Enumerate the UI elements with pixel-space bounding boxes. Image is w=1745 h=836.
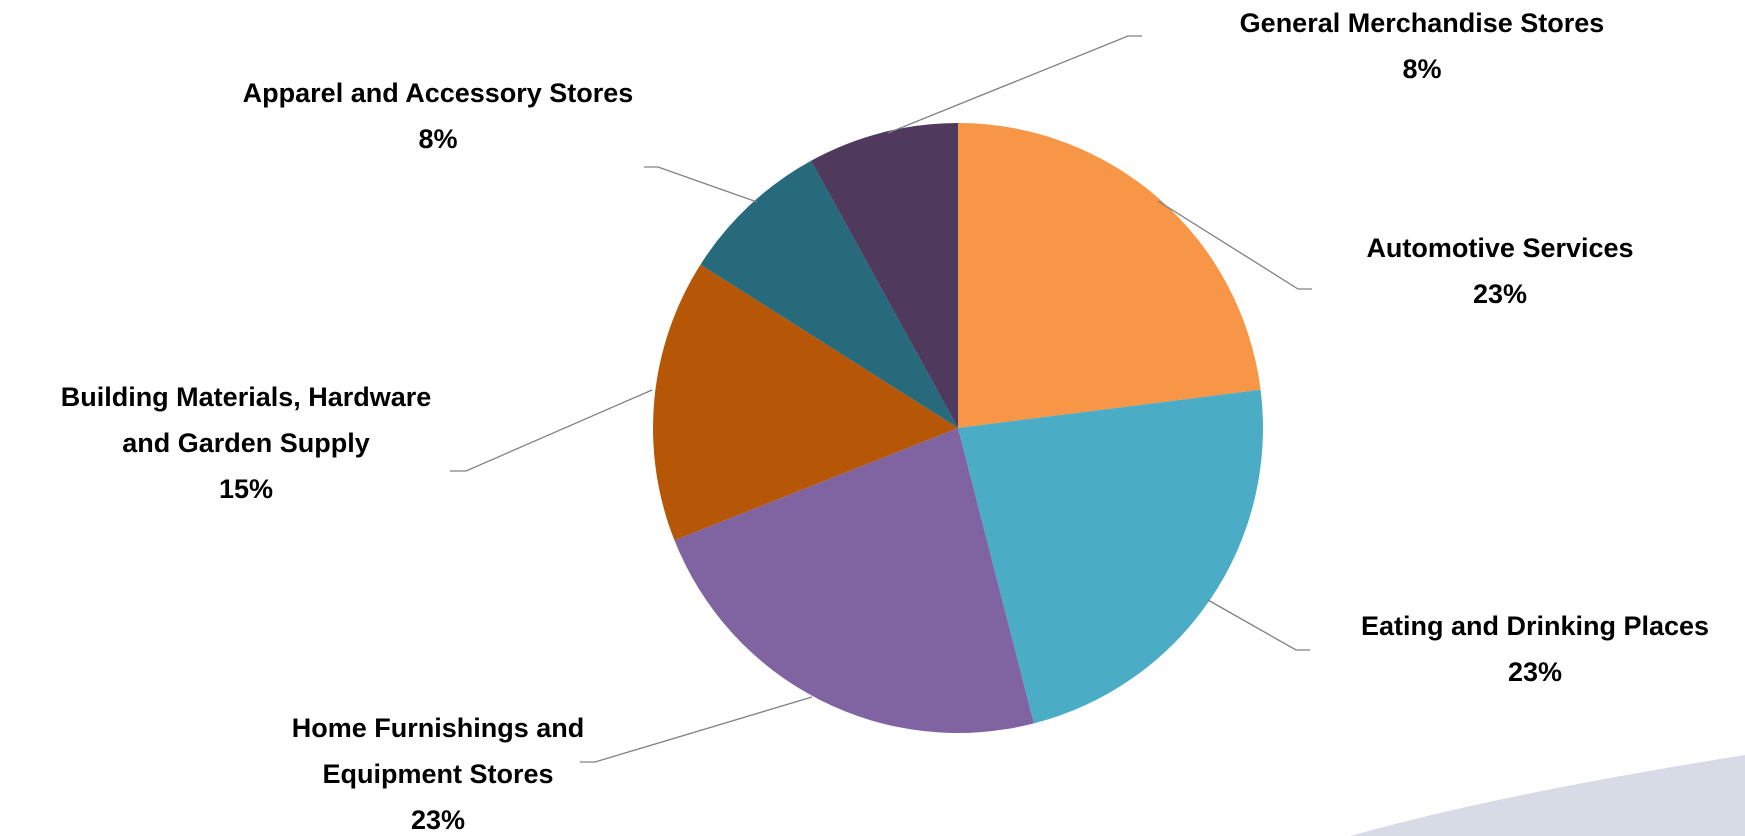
slice-percent-0: 23%: [1473, 279, 1527, 309]
leader-lines: [450, 35, 1312, 763]
data-label-1: Eating and Drinking Places 23%: [1361, 611, 1709, 687]
pie-slice-4: [700, 160, 958, 429]
slice-label-3-line-1: and Garden Supply: [122, 428, 370, 458]
slice-label-1-line-0: Eating and Drinking Places: [1361, 611, 1709, 641]
data-label-4: Apparel and Accessory Stores 8%: [243, 78, 634, 154]
slice-label-2-line-1: Equipment Stores: [322, 759, 553, 789]
slice-label-4-line-0: Apparel and Accessory Stores: [243, 78, 634, 108]
slice-label-3-line-0: Building Materials, Hardware: [61, 382, 432, 412]
leader-line-1: [1207, 599, 1310, 651]
slice-label-2-line-0: Home Furnishings and: [292, 713, 585, 743]
pie-slice-5: [811, 123, 958, 428]
leader-line-2: [580, 696, 813, 763]
data-label-0: Automotive Services 23%: [1366, 233, 1633, 309]
leader-line-4: [644, 166, 758, 203]
slice-percent-4: 8%: [418, 124, 457, 154]
slice-label-5-line-0: General Merchandise Stores: [1240, 8, 1605, 38]
leader-line-5: [887, 35, 1142, 134]
slice-percent-5: 8%: [1402, 54, 1441, 84]
slice-percent-2: 23%: [411, 805, 465, 835]
slice-percent-3: 15%: [219, 474, 273, 504]
leader-line-3: [450, 389, 653, 472]
data-label-5: General Merchandise Stores 8%: [1240, 8, 1605, 84]
data-label-2: Home Furnishings and Equipment Stores 23%: [292, 713, 585, 835]
pie-slice-0: [958, 123, 1261, 428]
pie-slices: [652, 123, 1263, 734]
pie-slice-1: [958, 389, 1263, 724]
slice-label-0-line-0: Automotive Services: [1366, 233, 1633, 263]
data-label-3: Building Materials, Hardware and Garden S…: [61, 382, 432, 504]
slice-percent-1: 23%: [1508, 657, 1562, 687]
pie-slice-2: [674, 428, 1034, 734]
decorative-swoosh: [1350, 755, 1745, 836]
leader-line-0: [1157, 200, 1312, 290]
pie-slice-3: [652, 264, 958, 541]
